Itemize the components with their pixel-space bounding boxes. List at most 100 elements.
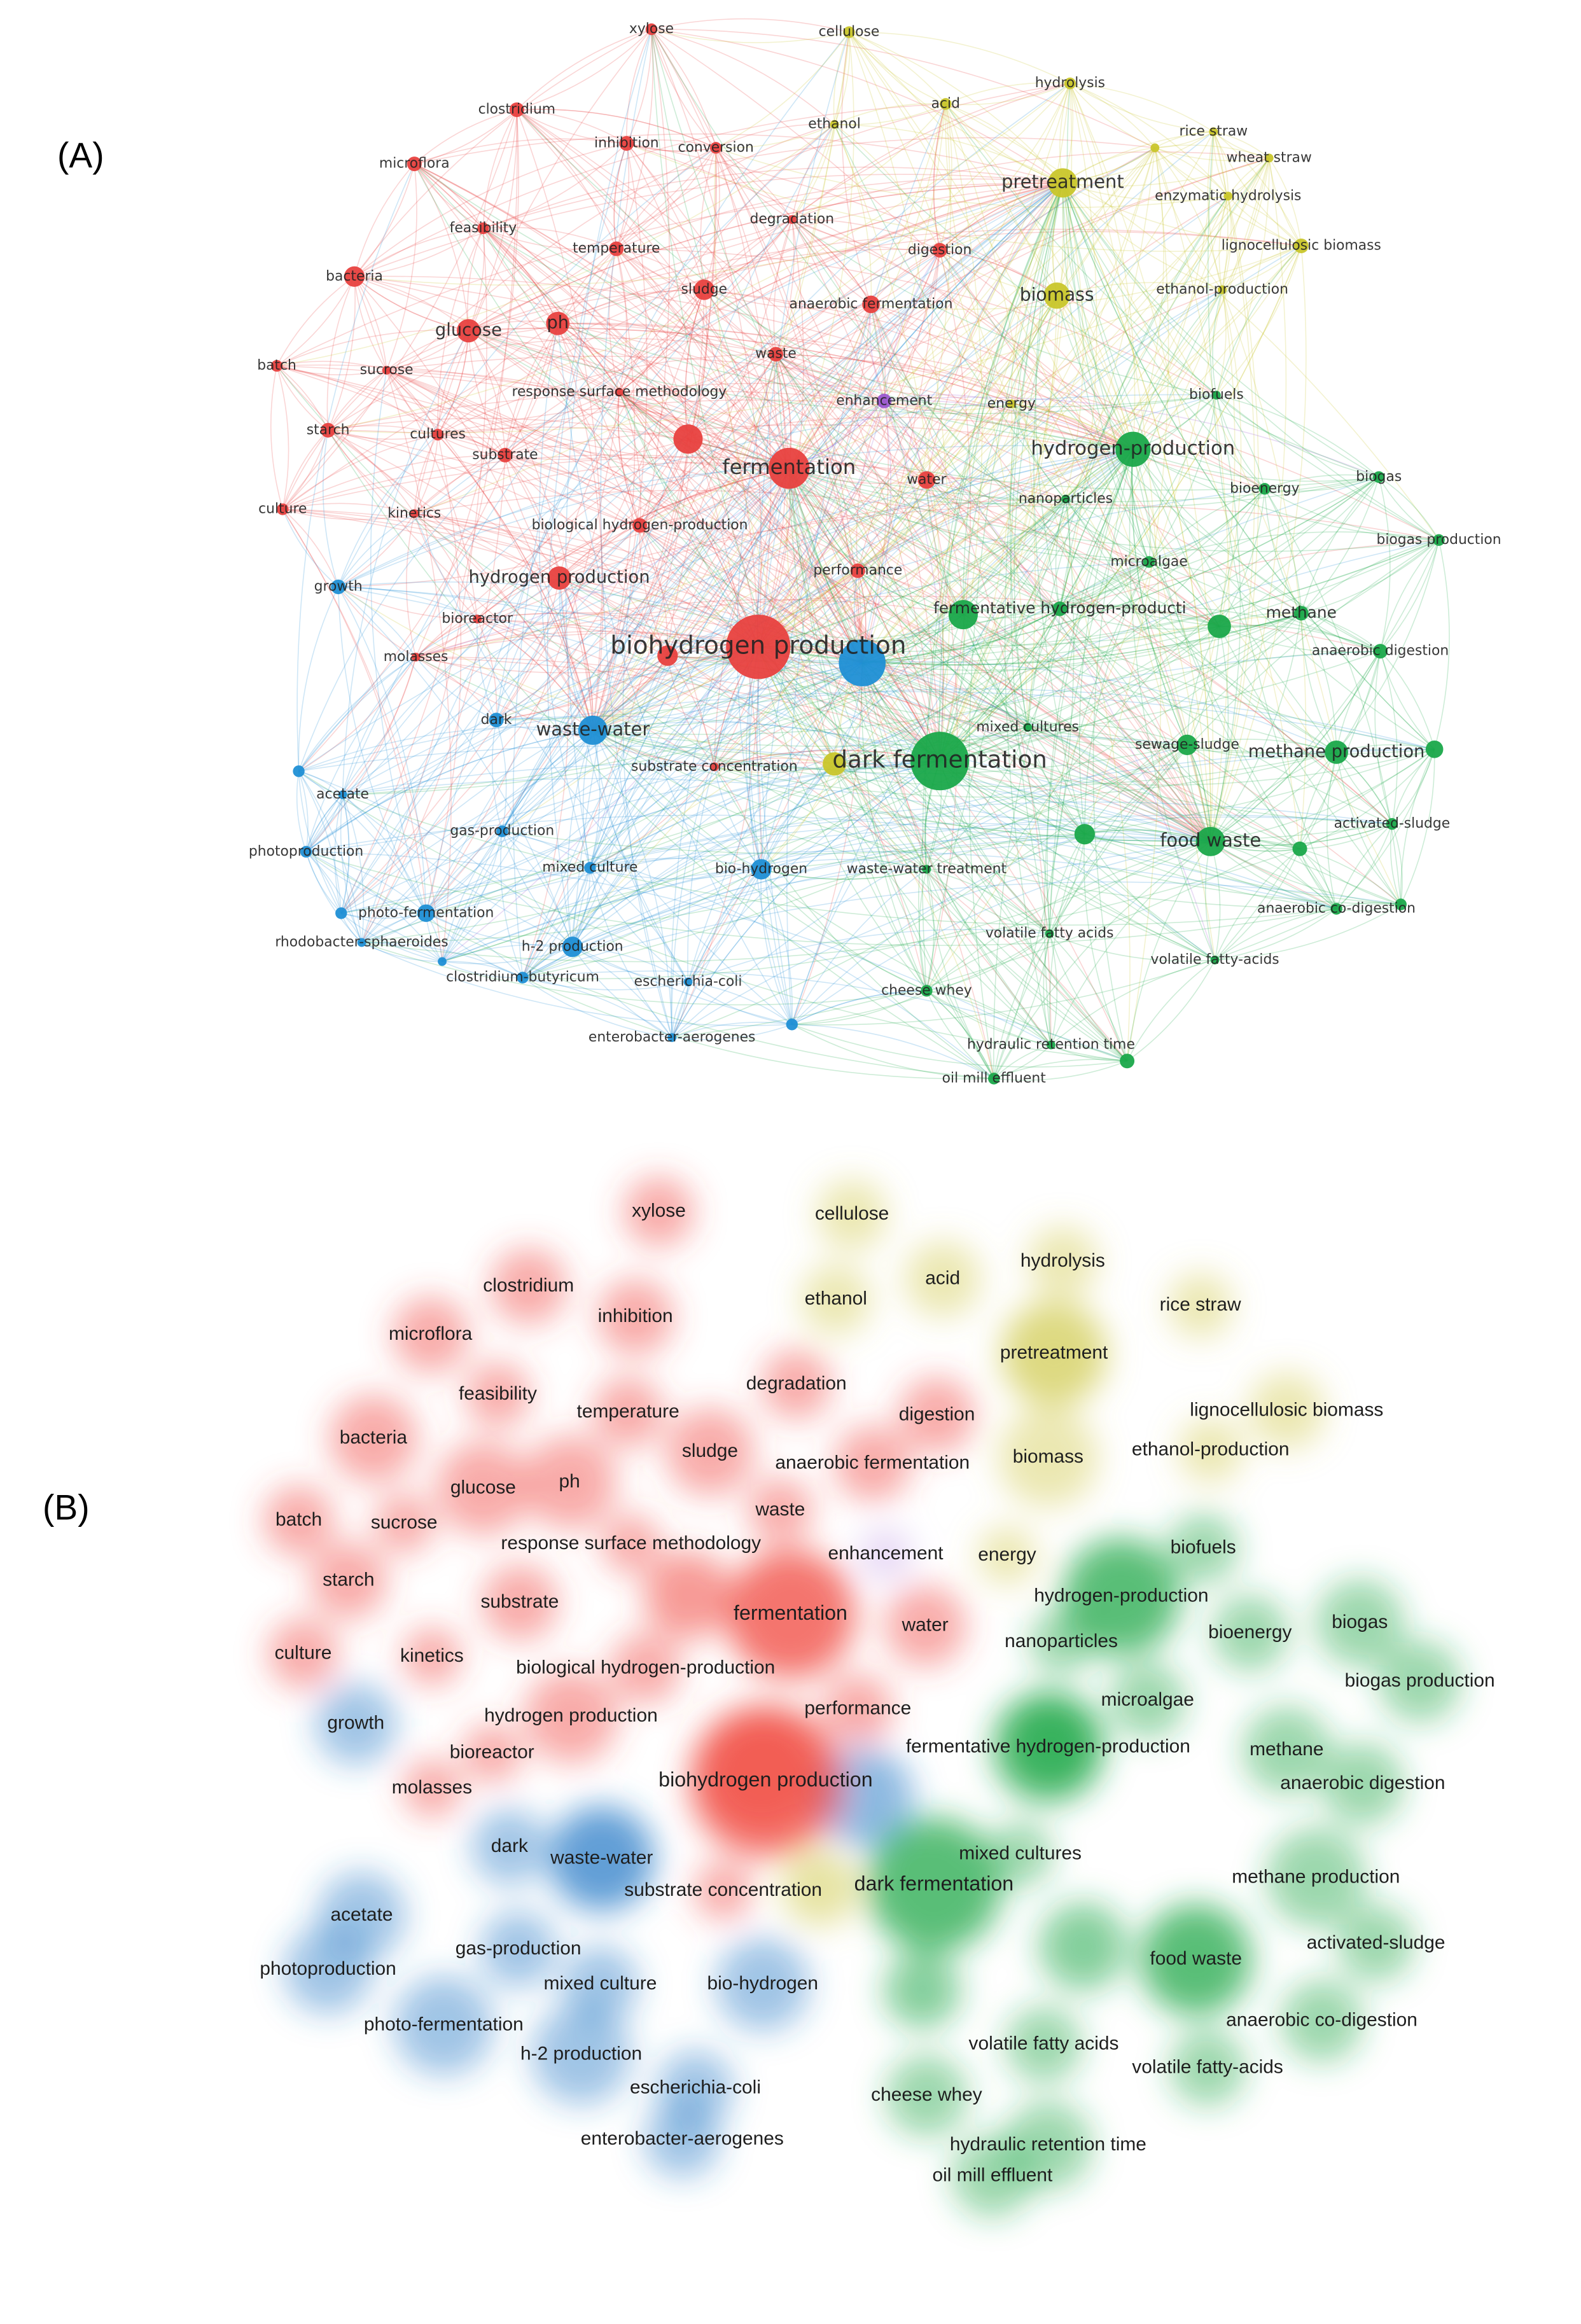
edge xyxy=(626,143,716,152)
node xyxy=(619,136,634,151)
edge xyxy=(671,449,1134,1038)
edge xyxy=(714,449,1134,767)
edge xyxy=(714,749,940,768)
edge xyxy=(791,868,927,1025)
density-blob xyxy=(471,1809,548,1885)
edge xyxy=(788,104,947,469)
edge xyxy=(296,164,415,772)
edge xyxy=(592,245,1302,731)
edge xyxy=(557,249,940,324)
edge xyxy=(1299,823,1392,849)
node-label: bio-hydrogen xyxy=(715,861,807,877)
edge xyxy=(861,304,889,664)
edge xyxy=(468,83,1070,331)
node-label: performance xyxy=(804,1698,911,1719)
density-blob xyxy=(781,1849,858,1926)
edge xyxy=(340,525,641,914)
node xyxy=(1120,1054,1135,1069)
edge xyxy=(939,249,1134,450)
node-label: water xyxy=(907,472,946,488)
node-label: acetate xyxy=(316,786,369,802)
edge xyxy=(522,182,1063,978)
edge xyxy=(788,295,1057,469)
edge xyxy=(426,831,503,914)
edge xyxy=(926,990,994,1079)
edge xyxy=(1227,195,1302,247)
node-label: food waste xyxy=(1160,830,1261,851)
node-label: biogas xyxy=(1356,469,1402,485)
node-label: fermentative hydrogen-producti xyxy=(933,599,1187,617)
edge xyxy=(704,289,790,469)
edge xyxy=(592,143,648,731)
edge xyxy=(1062,131,1214,184)
edge xyxy=(282,429,329,510)
edge xyxy=(354,275,1302,614)
edge xyxy=(626,143,759,647)
density-blob xyxy=(402,1627,461,1687)
edge xyxy=(477,468,790,620)
edge xyxy=(626,143,1302,252)
edge xyxy=(589,289,1223,868)
edge xyxy=(939,83,1071,251)
edge xyxy=(1004,183,1064,1045)
edge xyxy=(616,248,863,664)
node-label: water xyxy=(902,1615,949,1636)
edge xyxy=(926,869,994,1079)
edge xyxy=(305,814,1337,910)
edge xyxy=(1132,158,1270,450)
edge xyxy=(1391,749,1435,825)
edge xyxy=(861,663,928,870)
edge xyxy=(1049,933,1128,1062)
edge xyxy=(517,108,716,149)
edge xyxy=(1084,744,1188,835)
edge xyxy=(758,403,1012,648)
edge xyxy=(1126,959,1216,1062)
edge xyxy=(338,586,1211,842)
edge xyxy=(921,183,1064,991)
edge xyxy=(522,977,688,991)
edge xyxy=(639,157,1269,526)
edge xyxy=(500,831,524,978)
edge xyxy=(571,182,1063,947)
edge xyxy=(1299,752,1337,849)
node-label: xylose xyxy=(632,1200,686,1221)
edge xyxy=(468,330,1217,414)
edge xyxy=(1069,83,1155,148)
edge xyxy=(414,462,790,515)
edge xyxy=(672,1024,793,1041)
edge xyxy=(945,103,1063,184)
edge xyxy=(326,276,355,431)
edge xyxy=(305,182,1063,852)
density-blob xyxy=(562,1946,639,2023)
edge xyxy=(1301,613,1381,652)
edge xyxy=(276,365,329,431)
edge xyxy=(340,646,759,914)
edge xyxy=(386,370,790,469)
edge xyxy=(1062,183,1211,842)
node xyxy=(786,1019,798,1031)
edge xyxy=(592,195,1229,731)
edge xyxy=(572,760,940,947)
edge xyxy=(415,618,478,658)
edge xyxy=(788,468,1150,563)
node xyxy=(709,762,719,772)
edge xyxy=(340,795,363,943)
edge xyxy=(1374,651,1393,825)
edge xyxy=(667,655,715,767)
edge xyxy=(651,29,716,148)
density-blob xyxy=(480,1911,557,1987)
density-blob xyxy=(1062,1538,1180,1655)
node xyxy=(683,977,693,987)
edge xyxy=(414,163,1211,842)
node-label: starch xyxy=(323,1569,374,1590)
edge xyxy=(337,147,716,587)
node-label: enhancement xyxy=(828,1543,944,1564)
edge xyxy=(600,29,672,1038)
edge xyxy=(1187,289,1236,746)
edge xyxy=(639,525,863,664)
edge xyxy=(559,468,790,579)
node-label: biomass xyxy=(1013,1446,1083,1467)
edge xyxy=(791,990,927,1025)
edge xyxy=(282,430,329,510)
